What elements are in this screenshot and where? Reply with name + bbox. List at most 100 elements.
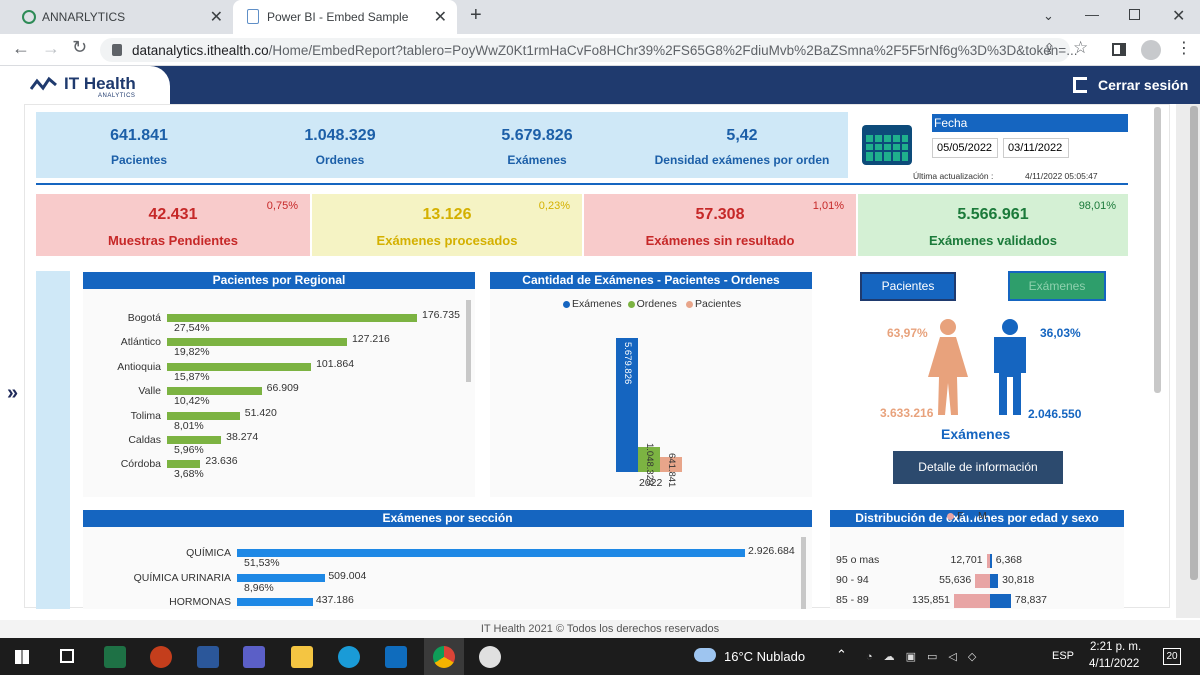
start-icon[interactable] bbox=[15, 650, 29, 664]
seccion-scrollbar[interactable] bbox=[801, 537, 806, 609]
minimize-icon[interactable]: — bbox=[1085, 6, 1099, 22]
status-card-value: 13.126 bbox=[422, 206, 472, 223]
kpi-examenes-label: Exámenes bbox=[507, 153, 567, 167]
chevron-up-icon[interactable]: ⌃ bbox=[836, 647, 847, 662]
regional-pct-label: 3,68% bbox=[174, 468, 204, 481]
language-indicator[interactable]: ESP bbox=[1052, 650, 1075, 662]
windows-taskbar: 16°C Nublado ⌃ ◔☁▣▭◁◇ ESP 2:21 p. m. 4/1… bbox=[0, 638, 1200, 675]
powerpoint-icon[interactable] bbox=[150, 646, 172, 668]
chevron-down-icon[interactable]: ⌄ bbox=[1043, 8, 1054, 23]
status-card-label: Exámenes sin resultado bbox=[645, 233, 795, 248]
examenes-toggle-button[interactable]: Exámenes bbox=[1008, 271, 1106, 301]
outlook-icon[interactable] bbox=[385, 646, 407, 668]
regional-category-label: Valle bbox=[138, 385, 161, 398]
tab-powerbi[interactable]: Power BI - Embed Sample ✕ bbox=[233, 0, 457, 34]
regional-category-label: Tolima bbox=[130, 409, 161, 422]
regional-bar[interactable] bbox=[167, 338, 347, 347]
edad-value-f: 135,851 bbox=[912, 594, 950, 606]
word-icon[interactable] bbox=[197, 646, 219, 668]
regional-category-label: Córdoba bbox=[120, 458, 161, 471]
notification-badge[interactable]: 20 bbox=[1163, 648, 1181, 665]
clock-date[interactable]: 4/11/2022 bbox=[1089, 658, 1140, 670]
regional-bar[interactable] bbox=[167, 314, 417, 322]
tray-icons: ◔☁▣▭◁◇ bbox=[866, 651, 988, 663]
regional-bar[interactable] bbox=[167, 436, 222, 444]
star-icon[interactable]: ☆ bbox=[1073, 38, 1089, 57]
cantidad-bar[interactable] bbox=[660, 456, 682, 472]
edad-bar-f[interactable] bbox=[986, 554, 990, 568]
profile-icon[interactable] bbox=[1141, 40, 1161, 60]
regional-pct-label: 15,87% bbox=[174, 370, 210, 383]
seccion-bar[interactable] bbox=[237, 598, 313, 606]
paint-icon[interactable] bbox=[479, 646, 501, 668]
logout-button[interactable]: Cerrar sesión bbox=[1098, 77, 1189, 93]
browser-tabbar: ANNARLYTICS ✕ Power BI - Embed Sample ✕ … bbox=[0, 0, 1200, 34]
edad-value-f: 12,701 bbox=[950, 554, 983, 566]
status-card-percentage: 0,75% bbox=[266, 200, 298, 212]
menu-icon[interactable]: ⋮ bbox=[1176, 40, 1192, 57]
close-icon[interactable]: ✕ bbox=[209, 9, 223, 26]
male-value: 2.046.550 bbox=[1028, 407, 1082, 421]
date-from-input[interactable]: 05/05/2022 bbox=[932, 138, 998, 158]
last-update-label: Última actualización : bbox=[913, 171, 994, 181]
close-window-icon[interactable]: ✕ bbox=[1172, 8, 1186, 25]
edad-value-m: 78,837 bbox=[1014, 594, 1048, 606]
edad-bar-f[interactable] bbox=[975, 574, 990, 588]
status-card-label: Exámenes validados bbox=[929, 233, 1057, 248]
pacientes-toggle-button[interactable]: Pacientes bbox=[860, 272, 956, 301]
excel-icon[interactable] bbox=[104, 646, 126, 668]
edad-bar-m[interactable] bbox=[990, 554, 992, 568]
edad-bar-m[interactable] bbox=[990, 594, 1011, 608]
seccion-bar[interactable] bbox=[237, 573, 326, 582]
seccion-pct-label: 51,53% bbox=[244, 557, 280, 569]
page-scrollbar[interactable] bbox=[1190, 106, 1198, 580]
date-filter-title: Fecha bbox=[932, 114, 1128, 132]
report-scrollbar[interactable] bbox=[1154, 107, 1161, 393]
gender-caption: Exámenes bbox=[941, 426, 1011, 442]
seccion-pct-label: 8,96% bbox=[244, 581, 274, 594]
legend-dot bbox=[627, 301, 635, 308]
edge-icon[interactable] bbox=[338, 646, 360, 668]
back-icon[interactable]: ← bbox=[12, 38, 30, 58]
detail-info-button[interactable]: Detalle de información bbox=[893, 451, 1063, 484]
seccion-chart bbox=[83, 527, 812, 609]
regional-bar[interactable] bbox=[167, 411, 240, 420]
close-icon[interactable]: ✕ bbox=[433, 9, 447, 26]
restore-icon[interactable] bbox=[1129, 9, 1140, 20]
kpi-ordenes-label: Ordenes bbox=[315, 153, 365, 167]
filter-panel-collapsed[interactable] bbox=[36, 271, 70, 609]
edad-bar-m[interactable] bbox=[990, 574, 999, 588]
logout-icon[interactable] bbox=[1073, 77, 1087, 93]
weather-text[interactable]: 16°C Nublado bbox=[724, 649, 806, 664]
edad-bar-f[interactable] bbox=[954, 594, 990, 608]
side-panel-icon[interactable] bbox=[1112, 43, 1126, 56]
clock-time[interactable]: 2:21 p. m. bbox=[1090, 641, 1142, 653]
status-card-value: 5.566.961 bbox=[957, 206, 1029, 223]
date-to-input[interactable]: 03/11/2022 bbox=[1003, 138, 1069, 158]
expand-panel-icon[interactable]: » bbox=[7, 382, 19, 404]
regional-scrollbar[interactable] bbox=[466, 300, 471, 382]
share-icon[interactable]: ⇪ bbox=[1043, 41, 1056, 58]
file-explorer-icon[interactable] bbox=[291, 646, 313, 668]
teams-icon[interactable] bbox=[243, 646, 265, 668]
tab-title: Power BI - Embed Sample bbox=[267, 10, 409, 24]
regional-bar[interactable] bbox=[167, 362, 312, 371]
forward-icon[interactable]: → bbox=[42, 38, 60, 58]
cantidad-bar[interactable] bbox=[616, 338, 638, 472]
seccion-bar[interactable] bbox=[237, 549, 745, 557]
task-view-icon[interactable] bbox=[60, 649, 74, 663]
app-header: Cerrar sesión bbox=[0, 66, 1200, 104]
regional-category-label: Atlántico bbox=[120, 336, 161, 349]
logo-subtext: ANALYTICS bbox=[98, 93, 136, 99]
lock-icon[interactable] bbox=[112, 44, 122, 56]
legend-label: Ordenes bbox=[636, 298, 677, 310]
cantidad-bar[interactable] bbox=[638, 447, 660, 472]
regional-bar[interactable] bbox=[167, 387, 262, 396]
address-bar[interactable]: datanalytics.ithealth.co/Home/EmbedRepor… bbox=[100, 38, 1077, 62]
reload-icon[interactable]: ↻ bbox=[72, 37, 88, 57]
new-tab-icon[interactable]: + bbox=[470, 4, 482, 26]
regional-bar[interactable] bbox=[167, 460, 201, 469]
logo-wave-icon bbox=[30, 76, 57, 91]
tab-annarlytics[interactable]: ANNARLYTICS ✕ bbox=[8, 0, 233, 34]
chrome-icon[interactable] bbox=[433, 646, 455, 668]
